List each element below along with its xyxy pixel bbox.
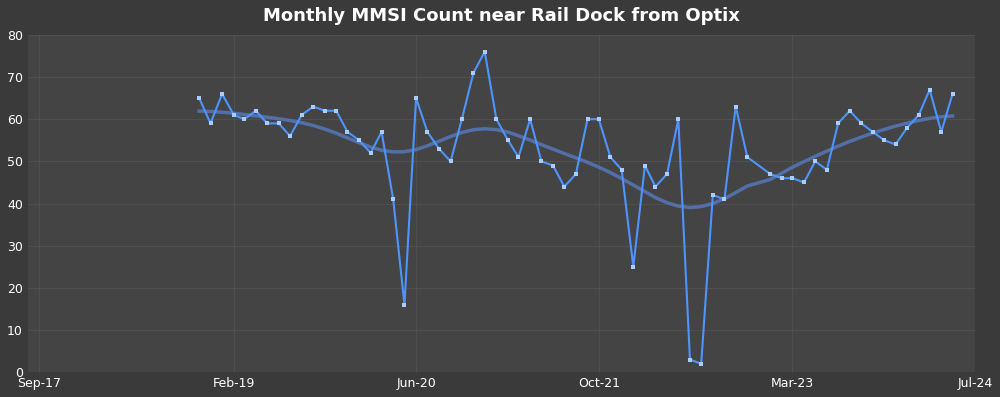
Title: Monthly MMSI Count near Rail Dock from Optix: Monthly MMSI Count near Rail Dock from O… (263, 7, 740, 25)
